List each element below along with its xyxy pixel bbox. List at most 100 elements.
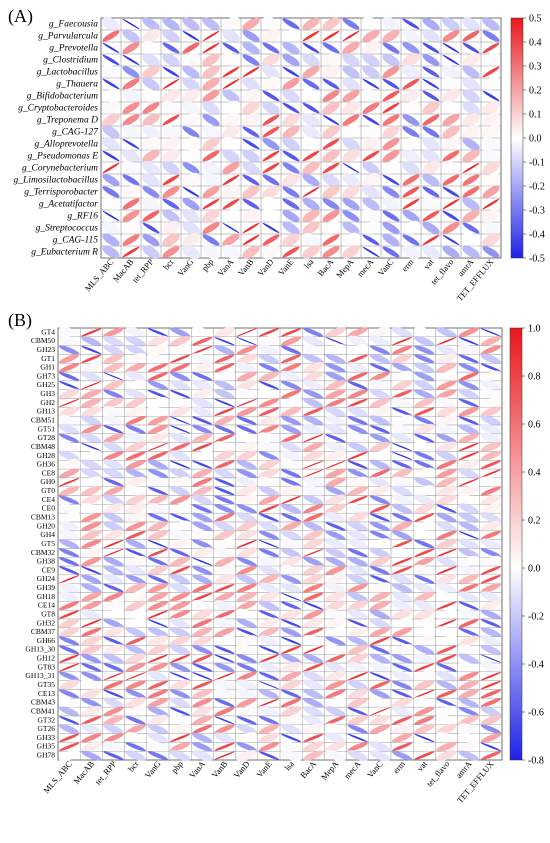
correlation-ellipse	[482, 246, 500, 258]
correlation-ellipse	[202, 65, 220, 79]
row-label: GH73	[37, 371, 56, 380]
colorbar-tick-label: -0.5	[529, 254, 545, 265]
correlation-ellipse	[125, 539, 146, 549]
correlation-ellipse	[236, 654, 257, 664]
correlation-ellipse	[162, 198, 180, 210]
correlation-ellipse	[414, 539, 435, 549]
correlation-ellipse	[125, 494, 146, 506]
correlation-ellipse	[103, 433, 124, 444]
correlation-ellipse	[125, 432, 146, 444]
correlation-ellipse	[81, 619, 102, 628]
correlation-ellipse	[362, 16, 380, 32]
correlation-ellipse	[103, 608, 124, 621]
correlation-ellipse	[369, 459, 391, 470]
correlation-ellipse	[382, 210, 400, 222]
correlation-ellipse	[436, 698, 457, 707]
row-label: GH2	[40, 398, 55, 407]
correlation-ellipse	[125, 468, 146, 479]
row-label: GH13	[37, 407, 56, 416]
correlation-ellipse	[342, 89, 360, 103]
correlation-ellipse	[303, 389, 324, 399]
correlation-ellipse	[103, 344, 124, 356]
correlation-ellipse	[169, 336, 191, 347]
correlation-ellipse	[280, 671, 302, 682]
column-label: VanG	[175, 257, 195, 278]
correlation-ellipse	[147, 627, 169, 638]
correlation-ellipse	[103, 477, 124, 487]
correlation-ellipse	[422, 17, 440, 31]
correlation-ellipse	[342, 197, 360, 211]
correlation-ellipse	[170, 495, 191, 505]
correlation-ellipse	[125, 672, 146, 681]
correlation-ellipse	[182, 65, 200, 79]
correlation-ellipse	[236, 450, 257, 462]
correlation-ellipse	[391, 591, 413, 603]
correlation-ellipse	[422, 186, 440, 198]
correlation-ellipse	[182, 172, 200, 188]
correlation-ellipse	[59, 601, 80, 611]
correlation-ellipse	[222, 16, 240, 32]
correlation-ellipse	[103, 573, 124, 585]
correlation-ellipse	[480, 574, 501, 584]
row-label: GH78	[37, 751, 56, 760]
correlation-ellipse	[102, 220, 120, 236]
correlation-ellipse	[462, 30, 480, 42]
correlation-ellipse	[347, 591, 368, 603]
correlation-ellipse	[125, 742, 146, 752]
correlation-ellipse	[258, 335, 280, 347]
correlation-ellipse	[303, 556, 324, 567]
correlation-ellipse	[81, 381, 102, 390]
correlation-ellipse	[147, 610, 168, 619]
correlation-ellipse	[162, 66, 180, 78]
correlation-ellipse	[402, 78, 420, 90]
correlation-ellipse	[58, 335, 80, 347]
correlation-ellipse	[362, 102, 380, 114]
correlation-ellipse	[369, 609, 391, 620]
correlation-ellipse	[222, 66, 240, 78]
correlation-ellipse	[192, 750, 213, 762]
correlation-ellipse	[202, 17, 220, 31]
correlation-ellipse	[192, 574, 213, 585]
correlation-ellipse	[480, 328, 501, 337]
correlation-ellipse	[202, 101, 220, 115]
correlation-ellipse	[162, 114, 180, 126]
row-label: g_Lactobacillus	[37, 68, 99, 78]
correlation-ellipse	[169, 644, 191, 656]
correlation-ellipse	[236, 600, 257, 611]
correlation-ellipse	[391, 627, 413, 638]
correlation-ellipse	[192, 688, 213, 700]
correlation-ellipse	[81, 415, 102, 426]
correlation-ellipse	[347, 380, 368, 390]
row-label: CE13	[38, 689, 55, 698]
correlation-ellipse	[382, 102, 400, 114]
correlation-ellipse	[325, 344, 346, 356]
correlation-ellipse	[214, 354, 235, 364]
correlation-ellipse	[382, 233, 400, 247]
correlation-ellipse	[391, 617, 413, 630]
correlation-ellipse	[402, 114, 420, 126]
correlation-ellipse	[282, 28, 300, 44]
correlation-ellipse	[147, 494, 169, 506]
correlation-ellipse	[480, 742, 501, 751]
grid-cell	[260, 76, 282, 92]
row-label: g_Prevotella	[49, 44, 98, 54]
correlation-ellipse	[81, 723, 102, 735]
correlation-ellipse	[458, 388, 479, 400]
correlation-ellipse	[482, 220, 500, 236]
correlation-ellipse	[214, 495, 235, 505]
correlation-ellipse	[369, 345, 390, 355]
correlation-ellipse	[182, 17, 200, 31]
correlation-ellipse	[170, 662, 191, 673]
correlation-ellipse	[369, 627, 391, 638]
correlation-ellipse	[280, 547, 302, 558]
correlation-ellipse	[192, 645, 213, 655]
correlation-ellipse	[369, 741, 391, 753]
correlation-ellipse	[302, 197, 320, 211]
panel-a-colorbar-ticks: 0.50.40.30.20.10.0-0.1-0.2-0.3-0.4-0.5	[523, 14, 545, 265]
correlation-ellipse	[436, 468, 457, 479]
correlation-ellipse	[392, 566, 413, 575]
correlation-ellipse	[103, 672, 124, 681]
correlation-ellipse	[125, 555, 146, 568]
correlation-ellipse	[462, 222, 480, 234]
correlation-ellipse	[125, 750, 146, 761]
